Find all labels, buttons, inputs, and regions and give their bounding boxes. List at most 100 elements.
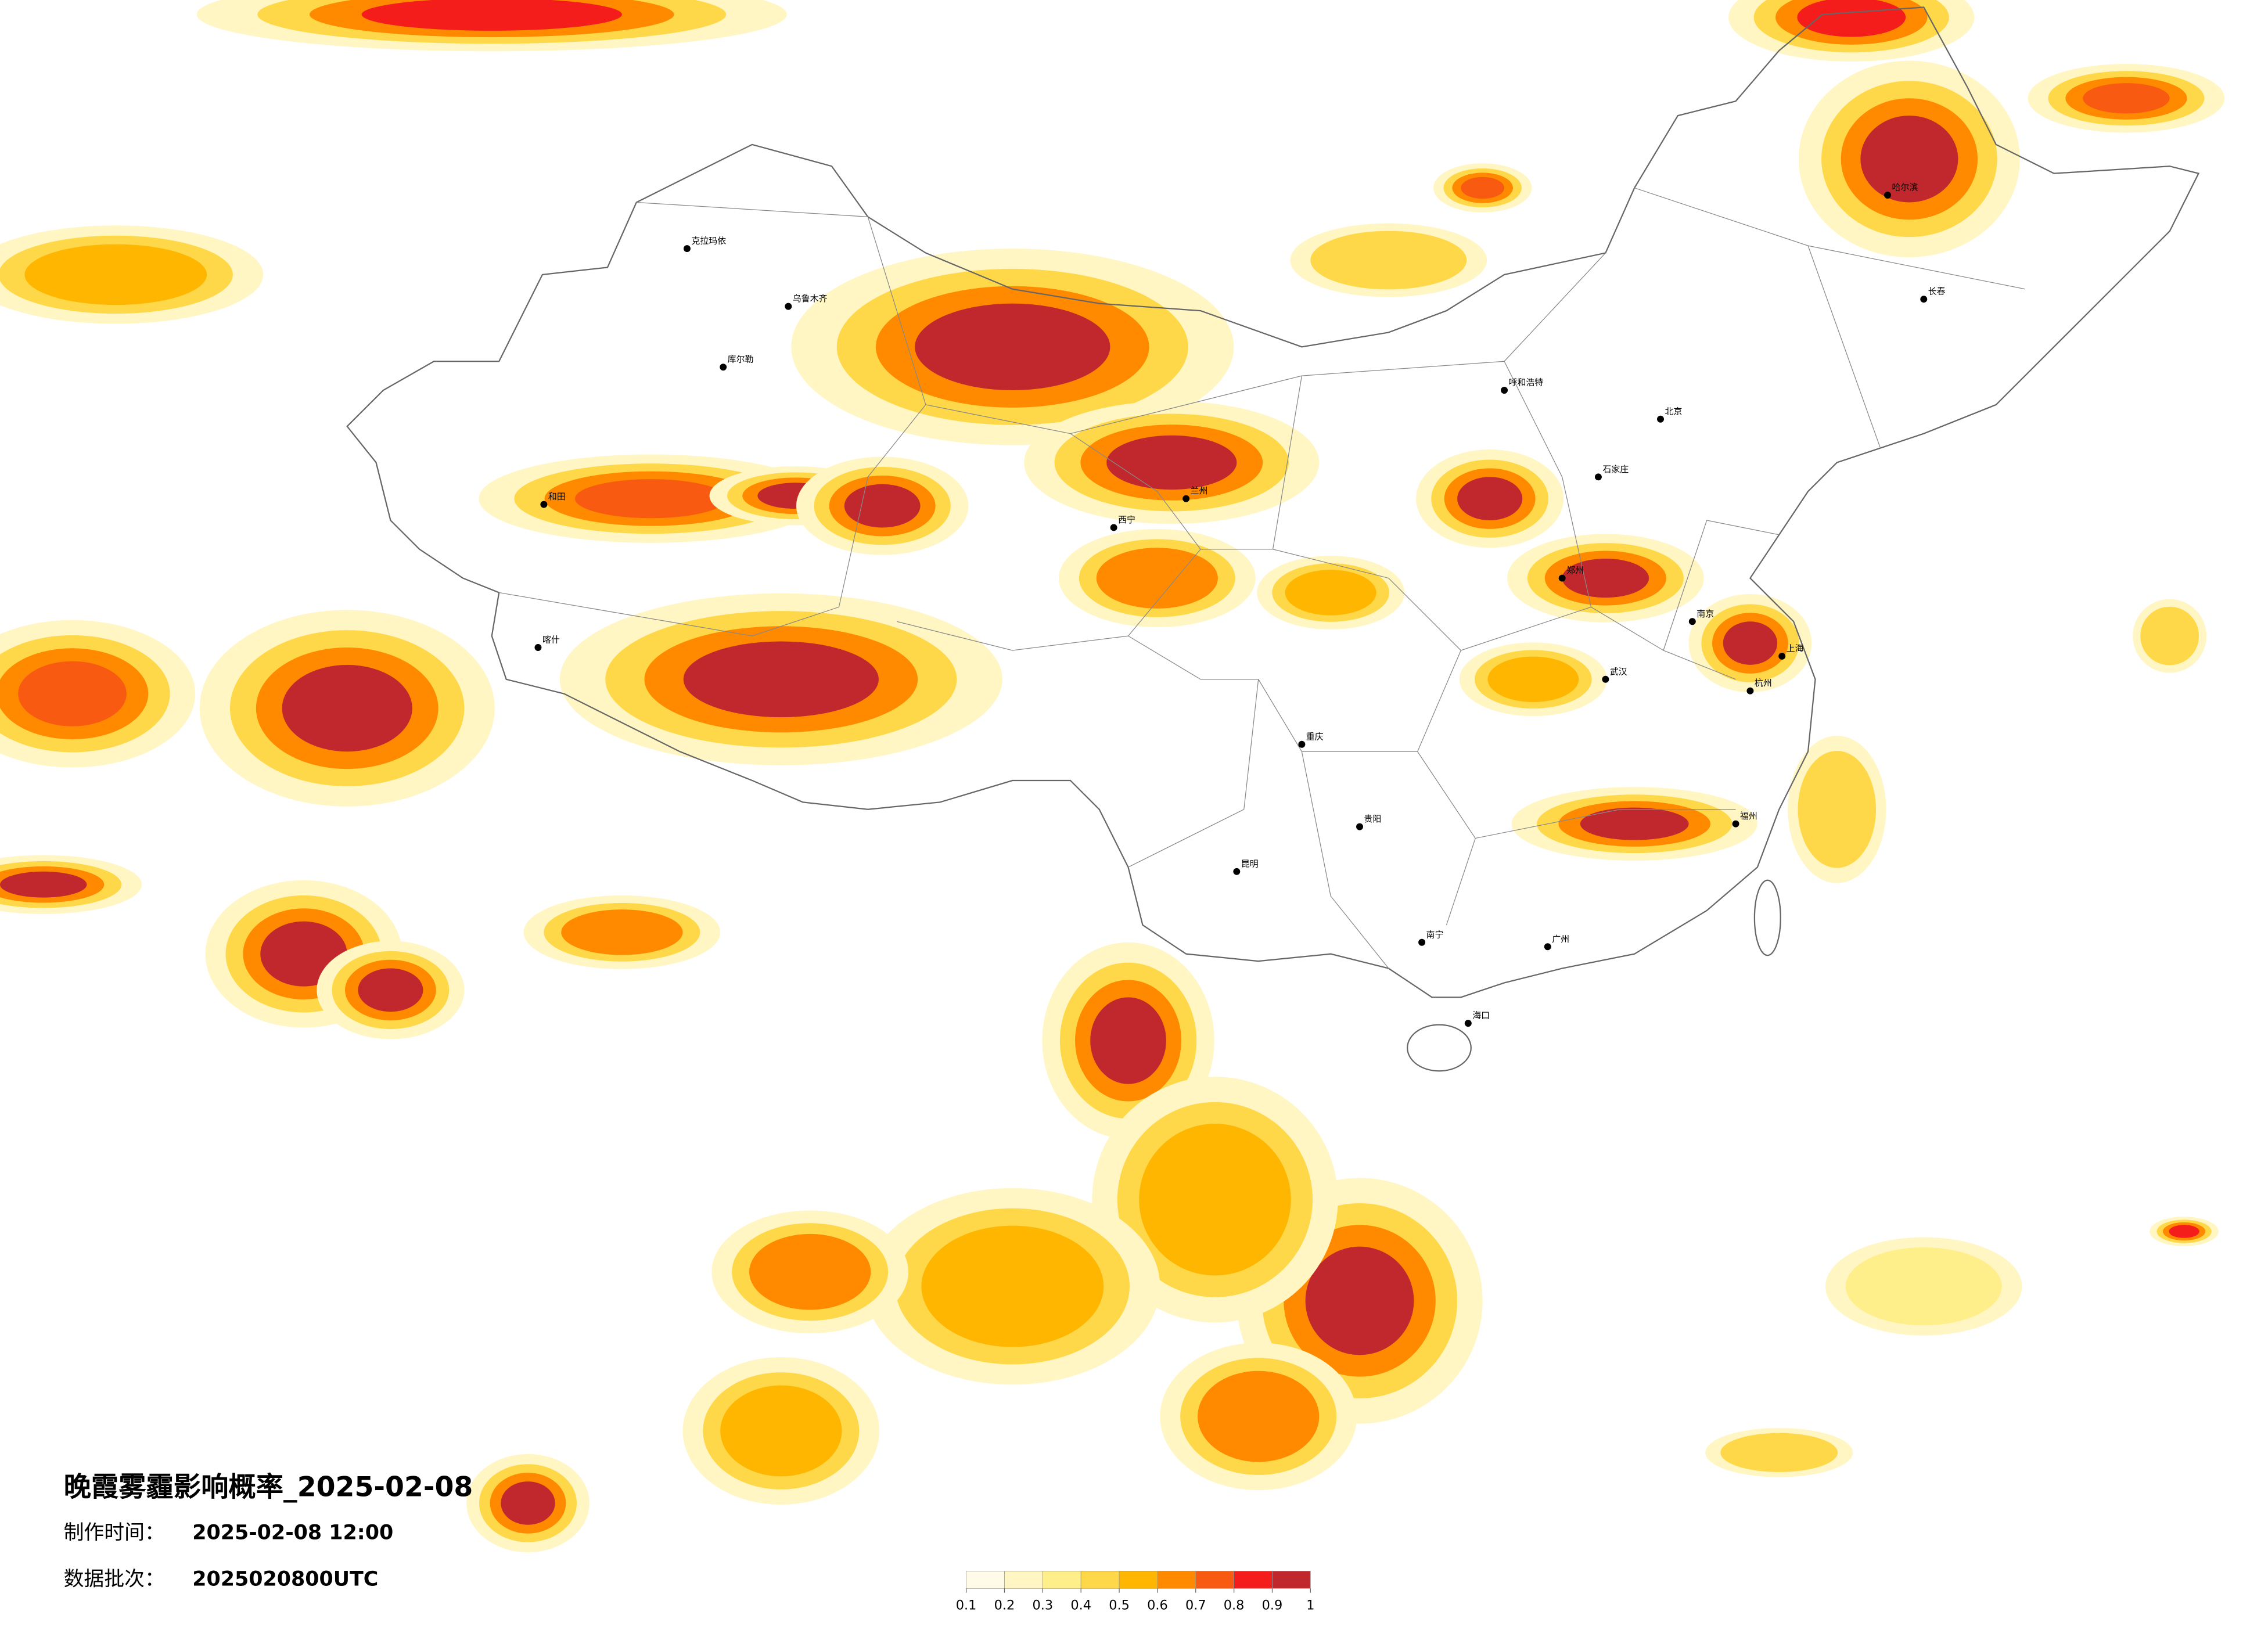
- probability-patch: [1880, 1264, 1967, 1308]
- probability-field: [0, 0, 2225, 1553]
- probability-patch: [1457, 477, 1523, 520]
- city-dot: [1298, 740, 1306, 748]
- city-dot: [1688, 618, 1696, 625]
- city-dot: [683, 245, 691, 253]
- city-dot: [1356, 823, 1363, 830]
- city-dot: [1657, 415, 1664, 423]
- city-label: 上海: [1787, 643, 1804, 654]
- city-dot: [785, 303, 792, 310]
- city-label: 北京: [1665, 406, 1682, 416]
- probability-patch: [501, 1481, 555, 1525]
- colorbar: 0.1 0.2 0.3 0.4 0.5 0.6 0.7 0.8 0.9 1: [956, 1571, 1314, 1613]
- batch: 2025020800UTC: [192, 1567, 378, 1591]
- city-label: 库尔勒: [728, 354, 754, 365]
- city-dot: [1746, 687, 1754, 695]
- probability-patch: [1090, 997, 1166, 1084]
- city-dot: [1884, 192, 1891, 199]
- probability-patch: [1305, 1246, 1414, 1355]
- colorbar-tick-label: 1: [1306, 1598, 1314, 1613]
- batch-label: 数据批次：: [64, 1567, 165, 1591]
- city-label: 和田: [548, 491, 566, 502]
- probability-patch: [1580, 807, 1689, 840]
- city-label: 长春: [1928, 286, 1946, 297]
- probability-patch: [766, 1244, 854, 1299]
- probability-patch: [2153, 620, 2186, 653]
- made-time-label: 制作时间：: [64, 1521, 165, 1545]
- probability-patch: [1160, 1145, 1270, 1254]
- city-dot: [1233, 868, 1241, 875]
- city-label: 呼和浩特: [1509, 377, 1544, 388]
- city-label: 昆明: [1241, 858, 1259, 869]
- probability-patch: [1500, 663, 1566, 696]
- colorbar-swatch: [1157, 1571, 1196, 1589]
- city-label: 哈尔滨: [1892, 182, 1918, 193]
- city-label: 西宁: [1118, 515, 1135, 525]
- colorbar-swatch: [1119, 1571, 1158, 1589]
- country-outline: [346, 6, 2200, 998]
- probability-patch: [51, 253, 181, 297]
- probability-patch: [1298, 576, 1364, 609]
- probability-patch: [18, 661, 127, 726]
- probability-patch: [915, 303, 1110, 390]
- colorbar-swatch: [1234, 1571, 1273, 1589]
- city-label: 海口: [1472, 1010, 1490, 1021]
- colorbar-swatch: [1080, 1571, 1120, 1589]
- probability-patch: [358, 968, 423, 1012]
- probability-patch: [1860, 116, 1958, 203]
- colorbar-swatch: [966, 1571, 1005, 1589]
- city-label: 喀什: [542, 635, 560, 645]
- city-dot: [1732, 820, 1739, 828]
- probability-patch: [1746, 1441, 1812, 1463]
- city-label: 广州: [1552, 934, 1569, 944]
- city-label: 克拉玛依: [691, 236, 726, 246]
- colorbar-tick-label: 0.6: [1147, 1598, 1168, 1613]
- city-dot: [1418, 938, 1426, 946]
- colorbar-tick-label: 0.7: [1185, 1598, 1206, 1613]
- probability-patch: [1562, 558, 1649, 598]
- probability-patch: [1461, 177, 1505, 199]
- colorbar-swatch: [1042, 1571, 1081, 1589]
- city-label: 重庆: [1306, 731, 1324, 742]
- probability-patch: [738, 1398, 825, 1463]
- city-dot: [534, 644, 542, 651]
- taiwan-outline: [1753, 879, 1781, 956]
- colorbar-swatch: [1272, 1571, 1311, 1589]
- city-label: 南京: [1696, 609, 1714, 619]
- city-dot: [1778, 652, 1786, 660]
- probability-patch: [1345, 244, 1432, 276]
- probability-patch: [578, 916, 666, 949]
- colorbar-swatch: [1004, 1571, 1043, 1589]
- colorbar-tick-label: 0.1: [956, 1598, 977, 1613]
- probability-patch: [1797, 0, 1906, 37]
- probability-patch: [282, 664, 412, 752]
- probability-patch: [2083, 83, 2170, 114]
- city-dot: [1501, 387, 1508, 394]
- city-label: 石家庄: [1602, 464, 1629, 474]
- city-label: 乌鲁木齐: [793, 293, 828, 304]
- city-label: 兰州: [1191, 485, 1208, 496]
- probability-patch: [1214, 1384, 1302, 1449]
- colorbar-swatch: [1195, 1571, 1234, 1589]
- city-label: 南宁: [1426, 929, 1444, 940]
- probability-patch: [0, 871, 87, 898]
- city-dot: [720, 364, 727, 371]
- city-label: 贵阳: [1364, 814, 1381, 824]
- probability-patch: [361, 0, 622, 31]
- city-label: 武汉: [1610, 666, 1627, 677]
- city-dot: [1544, 943, 1551, 951]
- colorbar-tick-label: 0.5: [1109, 1598, 1130, 1613]
- city-dot: [1558, 574, 1566, 582]
- city-dot: [1182, 495, 1190, 502]
- probability-patch: [574, 479, 727, 519]
- colorbar-tick-label: 0.3: [1033, 1598, 1054, 1613]
- colorbar-tick-label: 0.8: [1224, 1598, 1245, 1613]
- probability-patch: [2169, 1225, 2199, 1238]
- city-label: 郑州: [1566, 565, 1584, 575]
- hainan-outline: [1407, 1024, 1472, 1072]
- province-borders: [499, 187, 2025, 969]
- made-time: 2025-02-08 12:00: [192, 1521, 393, 1545]
- probability-patch: [844, 484, 921, 528]
